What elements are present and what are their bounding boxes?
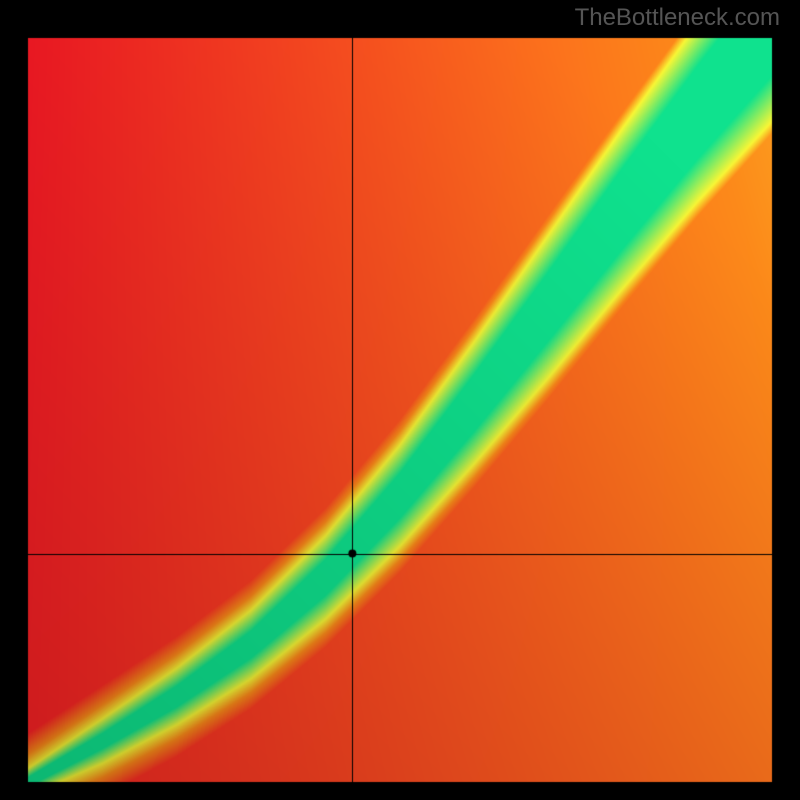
watermark-text: TheBottleneck.com (575, 4, 780, 32)
chart-container: { "watermark": { "text": "TheBottleneck.… (0, 0, 800, 800)
bottleneck-heatmap (0, 0, 800, 800)
